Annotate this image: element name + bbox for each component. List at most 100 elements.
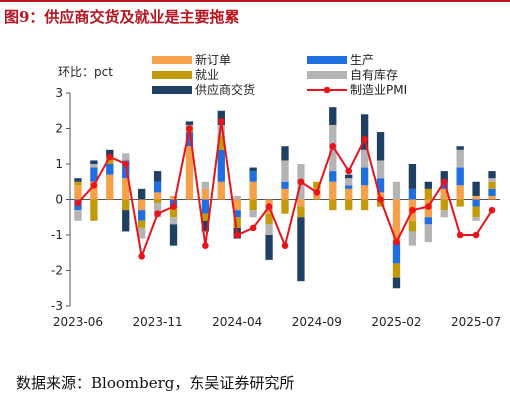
pmi-point (313, 189, 321, 196)
bar-segment (74, 185, 82, 200)
bar-segment (281, 181, 289, 189)
bar-segment (265, 224, 273, 235)
bar-segment (345, 188, 353, 200)
bar-segment (440, 181, 448, 189)
bar-segment (376, 199, 385, 207)
bar-segment (408, 231, 417, 246)
bar-segment (153, 192, 162, 200)
bar-segment (424, 224, 432, 243)
bar-segment (281, 160, 289, 182)
x-tick-label: 2025-07 (451, 315, 501, 329)
bar-segment (106, 174, 114, 200)
bar-segment (217, 135, 225, 150)
pmi-point (456, 231, 464, 239)
bar-segment (90, 167, 98, 182)
bar-segment (456, 167, 464, 186)
bar-segment (201, 188, 210, 200)
bar-segment (281, 199, 289, 214)
bar-segment (249, 210, 257, 218)
legend-label: 供应商交货 (195, 82, 255, 97)
pmi-point (202, 242, 209, 249)
pmi-point (472, 231, 480, 239)
bar-segment (233, 217, 241, 228)
bar-segment (281, 146, 289, 161)
pmi-line-group (74, 118, 496, 261)
bar-segment (329, 181, 337, 200)
bar-segment (233, 195, 241, 200)
legend-label: 生产 (350, 53, 374, 67)
figure-title: 图9：供应商交货及就业是主要拖累 (4, 8, 240, 26)
pmi-point (217, 118, 225, 125)
pmi-point (488, 206, 496, 214)
bar-segment (297, 206, 305, 218)
bar-segment (106, 164, 114, 175)
y-tick-label: 3 (55, 86, 63, 100)
legend-label: 就业 (195, 68, 219, 82)
bar-segment (345, 199, 353, 211)
bar-segment (360, 199, 369, 211)
bar-segment (297, 199, 305, 207)
pmi-point (409, 206, 416, 214)
bar-segment (376, 132, 385, 161)
bar-segment (376, 178, 385, 193)
x-tick-label: 2025-02 (371, 315, 421, 329)
pmi-point (440, 178, 448, 186)
pmi-point (297, 178, 305, 186)
bar-segment (440, 199, 448, 211)
bar-segment (488, 178, 496, 182)
x-tick-label: 2024-09 (292, 315, 342, 329)
bar-segment (472, 195, 480, 200)
pmi-point (425, 203, 432, 210)
bar-segment (122, 210, 130, 232)
bar-segment (360, 185, 369, 200)
bar-segment (488, 188, 496, 196)
bar-segment (74, 181, 82, 186)
bar-segment (185, 132, 194, 147)
bar-segment (201, 213, 210, 221)
bar-segment (106, 149, 114, 157)
bar-segment (408, 164, 417, 189)
bar-segment (440, 210, 448, 218)
bar-segment (424, 181, 432, 189)
legend-label: 自有库存 (350, 67, 398, 82)
bar-segment (472, 199, 480, 207)
bar-segment (360, 149, 369, 168)
y-tick-label: -3 (51, 299, 63, 313)
legend-swatch (152, 71, 192, 79)
bar-segment (90, 160, 98, 164)
bar-segment (201, 199, 210, 214)
pmi-point (345, 167, 353, 175)
bar-segment (281, 188, 289, 200)
bar-segment (90, 181, 98, 200)
bar-segment (360, 114, 369, 150)
bar-segment (329, 107, 337, 125)
pmi-point (90, 182, 98, 189)
bar-segment (249, 167, 257, 172)
bar-segment (345, 178, 353, 186)
bar-segment (392, 242, 401, 264)
bar-segment (376, 160, 385, 179)
bar-segment (153, 203, 162, 218)
bar-segment (169, 206, 178, 218)
bar-segment (472, 206, 480, 218)
bar-segment (472, 181, 480, 196)
bar-segment (456, 149, 464, 168)
bar-segment (249, 199, 257, 211)
bar-segment (74, 210, 82, 221)
pmi-point (233, 231, 241, 239)
bar-segment (313, 181, 321, 189)
bar-segment (138, 220, 146, 228)
pmi-point (329, 142, 337, 150)
bar-segment (345, 174, 353, 179)
bar-segment (408, 188, 417, 200)
bar-segment (329, 171, 337, 182)
pmi-point (249, 224, 257, 232)
bar-segment (217, 181, 225, 200)
figure-title-bar: 图9：供应商交货及就业是主要拖累 (0, 0, 510, 32)
y-tick-label: -2 (51, 264, 63, 278)
bar-segment (122, 178, 130, 200)
bar-segment (456, 185, 464, 200)
pmi-point (361, 135, 368, 143)
y-unit-label: 环比：pct (58, 65, 113, 79)
